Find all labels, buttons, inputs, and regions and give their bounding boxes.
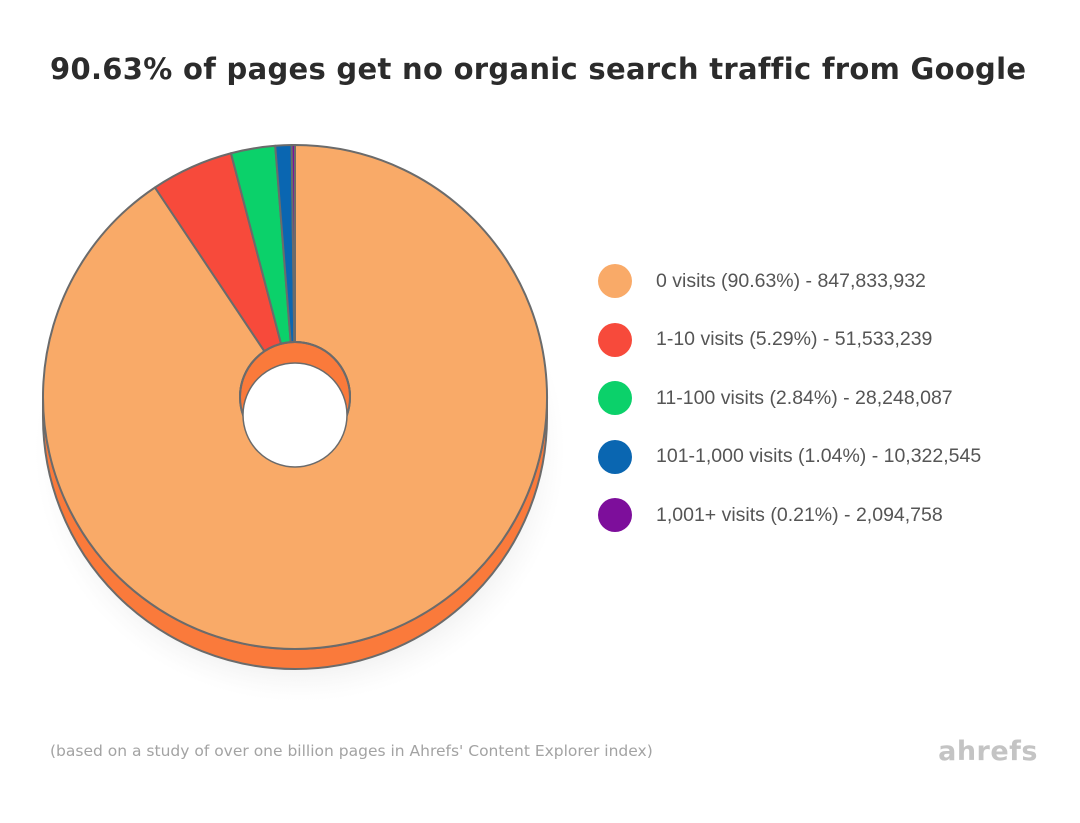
legend-swatch bbox=[598, 264, 632, 298]
legend-swatch bbox=[598, 439, 632, 474]
legend-item: 11-100 visits (2.84%) - 28,248,087 bbox=[598, 381, 981, 415]
legend-label: 1-10 visits (5.29%) - 51,533,239 bbox=[656, 328, 933, 350]
legend-item: 0 visits (90.63%) - 847,833,932 bbox=[598, 264, 981, 298]
legend: 0 visits (90.63%) - 847,833,932 1-10 visi… bbox=[598, 264, 981, 557]
legend-swatch bbox=[598, 322, 632, 357]
donut-hole bbox=[239, 341, 351, 468]
legend-swatch bbox=[598, 381, 632, 415]
legend-item: 1,001+ visits (0.21%) - 2,094,758 bbox=[598, 498, 981, 532]
legend-label: 1,001+ visits (0.21%) - 2,094,758 bbox=[656, 503, 943, 526]
footnote: (based on a study of over one billion pa… bbox=[50, 742, 653, 760]
legend-label: 0 visits (90.63%) - 847,833,932 bbox=[656, 269, 926, 292]
legend-item: 101-1,000 visits (1.04%) - 10,322,545 bbox=[598, 439, 982, 474]
chart-title: 90.63% of pages get no organic search tr… bbox=[50, 52, 1027, 86]
donut-hole-inner bbox=[242, 362, 348, 468]
legend-item: 1-10 visits (5.29%) - 51,533,239 bbox=[598, 322, 981, 357]
legend-label: 101-1,000 visits (1.04%) - 10,322,545 bbox=[656, 445, 982, 467]
donut-slices bbox=[42, 144, 548, 650]
ahrefs-logo: ahrefs bbox=[938, 736, 1038, 767]
legend-swatch bbox=[598, 498, 632, 532]
legend-label: 11-100 visits (2.84%) - 28,248,087 bbox=[656, 386, 953, 409]
donut-hole-rim bbox=[239, 341, 351, 398]
